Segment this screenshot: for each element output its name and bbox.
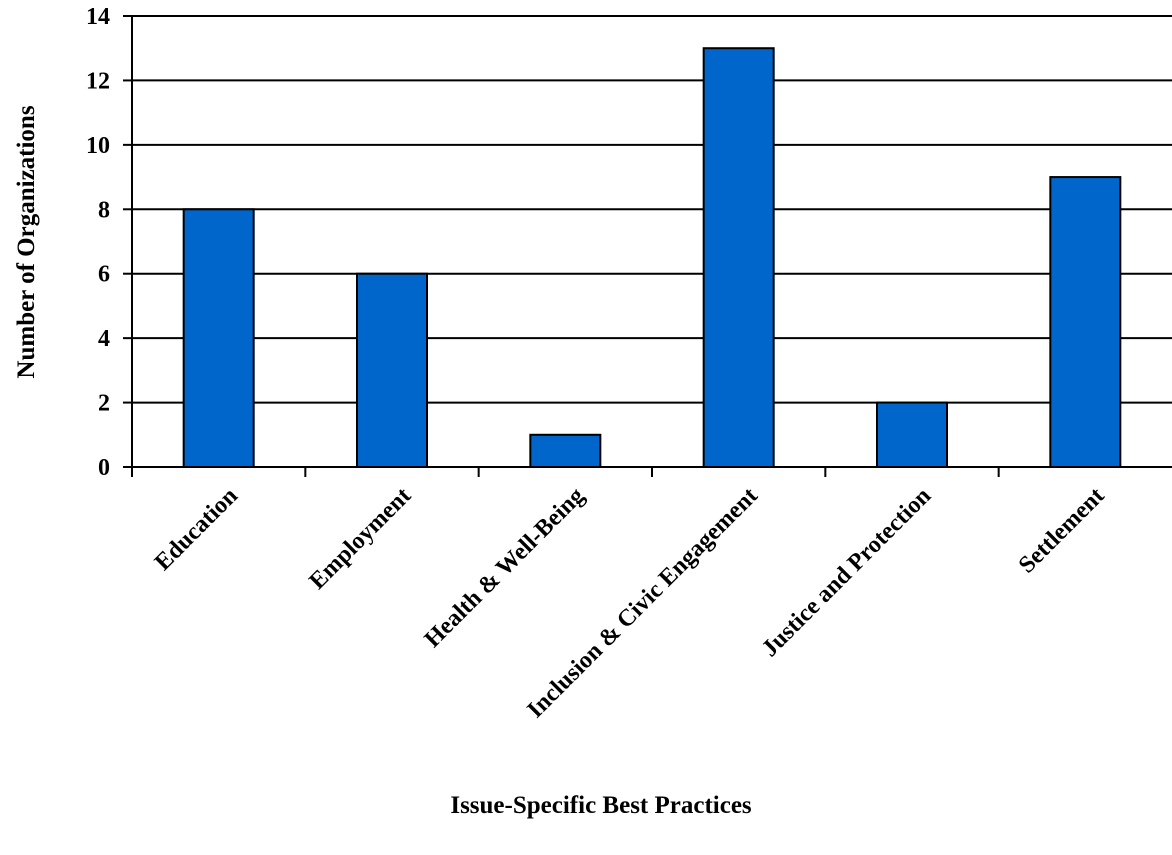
y-tick-labels: 0 2 4 6 8 10 12 14 (86, 4, 110, 481)
y-tick-label: 6 (98, 262, 110, 288)
x-category-label: Health & Well-Being (420, 483, 590, 653)
bar-inclusion-civic-engagement (702, 47, 775, 468)
y-tick-label: 8 (98, 197, 110, 223)
y-tick-label: 12 (86, 68, 110, 94)
gridlines (132, 15, 1172, 404)
y-axis-title: Number of Organizations (13, 105, 40, 378)
y-tick-label: 10 (86, 133, 110, 159)
x-category-labels: Education Employment Health & Well-BeingIn… (150, 483, 1110, 723)
x-category-label: Employment (305, 483, 417, 595)
x-axis-title: Issue-Specific Best Practices (450, 792, 752, 819)
axes (123, 15, 1172, 477)
bar-education (182, 208, 255, 469)
y-tick-label: 0 (98, 455, 110, 481)
bar-settlement (1049, 176, 1122, 468)
bar-employment (356, 272, 428, 469)
x-category-label: Justice and Protection (757, 483, 936, 662)
bar-justice-and-protection (876, 401, 948, 469)
bars (182, 47, 1122, 469)
x-category-label: Education (150, 483, 243, 576)
y-tick-label: 14 (86, 4, 110, 30)
y-tick-label: 4 (98, 326, 110, 352)
x-category-label: Settlement (1014, 483, 1110, 579)
bar-health-well-being (529, 433, 602, 468)
y-tick-label: 2 (98, 391, 110, 417)
